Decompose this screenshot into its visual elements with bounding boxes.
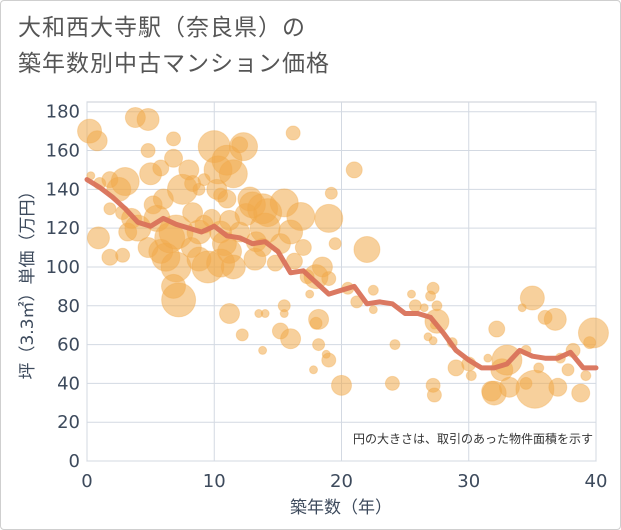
data-bubble	[368, 305, 378, 315]
y-tick-label: 20	[57, 412, 80, 433]
data-bubble	[280, 328, 302, 350]
data-bubble	[353, 235, 381, 263]
x-tick-label: 10	[203, 471, 226, 492]
data-bubble	[312, 338, 326, 352]
data-bubble	[192, 182, 206, 196]
data-bubble	[515, 369, 555, 409]
title-line-2: 築年数別中古マンション価格	[18, 51, 330, 77]
y-tick-label: 120	[46, 218, 80, 239]
data-bubble	[161, 282, 197, 318]
data-bubble	[115, 247, 131, 263]
data-bubble	[305, 289, 315, 299]
data-bubble	[425, 290, 437, 302]
data-bubble	[254, 309, 264, 319]
x-tick-label: 30	[457, 471, 480, 492]
data-bubble	[384, 375, 400, 391]
data-bubble	[483, 353, 493, 363]
data-bubble	[321, 352, 337, 368]
trend-line	[84, 177, 599, 371]
y-tick-label: 160	[46, 141, 80, 162]
data-bubble	[136, 107, 160, 131]
data-bubble	[519, 285, 545, 311]
data-bubble	[152, 159, 170, 177]
data-bubble	[166, 131, 182, 147]
data-bubble	[140, 143, 156, 159]
y-tick-label: 0	[69, 451, 80, 472]
data-bubble	[309, 365, 319, 375]
data-bubble	[571, 383, 591, 403]
y-tick-label: 180	[46, 102, 80, 123]
y-tick-label: 140	[46, 179, 80, 200]
title-line-1: 大和西大寺駅（奈良県）の	[18, 15, 306, 41]
data-bubble	[389, 339, 401, 351]
data-bubble	[164, 148, 184, 168]
data-bubble	[331, 374, 352, 396]
data-bubble	[235, 328, 249, 342]
bubbles	[77, 107, 609, 409]
y-tick-label: 40	[57, 373, 80, 394]
y-axis-label: 坪（3.3㎡）単価（万円）	[18, 182, 38, 379]
data-bubble	[419, 303, 429, 313]
data-bubble	[426, 387, 442, 403]
data-bubble	[258, 345, 268, 355]
data-bubble	[548, 377, 568, 397]
data-bubble	[328, 237, 342, 251]
x-tick-label: 20	[330, 471, 353, 492]
x-axis-label: 築年数（年）	[290, 498, 392, 518]
data-bubble	[428, 336, 438, 346]
data-bubble	[406, 289, 416, 299]
data-bubble	[533, 362, 545, 374]
data-bubble	[217, 189, 237, 209]
data-bubble	[294, 239, 312, 257]
trend-line-group	[84, 177, 599, 371]
data-bubble	[286, 201, 316, 231]
data-bubble	[324, 186, 338, 200]
size-note: 円の大きさは、取引のあった物件面積を示す	[353, 431, 593, 446]
y-tick-label: 80	[57, 296, 80, 317]
data-bubble	[220, 254, 246, 280]
chart-title: 大和西大寺駅（奈良県）の 築年数別中古マンション価格	[18, 10, 330, 82]
y-tick-label: 60	[57, 335, 80, 356]
data-bubble	[543, 307, 567, 331]
data-bubble	[465, 370, 477, 382]
data-bubble	[279, 309, 289, 319]
data-bubble	[86, 130, 108, 152]
data-bubble	[219, 303, 241, 325]
data-bubble	[110, 167, 140, 197]
data-bubble	[561, 363, 575, 377]
data-bubble	[229, 132, 259, 162]
data-bubble	[314, 203, 344, 233]
data-bubble	[285, 125, 301, 141]
x-tick-label: 40	[585, 471, 608, 492]
data-bubble	[577, 317, 609, 349]
data-bubble	[580, 370, 592, 382]
data-bubble	[408, 299, 422, 313]
data-bubble	[86, 226, 110, 250]
data-bubble	[345, 161, 363, 179]
data-bubble	[321, 271, 337, 287]
x-tick-label: 0	[81, 471, 92, 492]
data-bubble	[103, 202, 117, 216]
y-tick-label: 100	[46, 257, 80, 278]
data-bubble	[218, 159, 248, 189]
ticks: 0 20 40 60 80 100 120 140 160 180 0 10 20 30 40	[46, 102, 608, 492]
data-bubble	[488, 320, 506, 338]
data-bubble	[309, 316, 323, 330]
data-bubble	[367, 284, 379, 296]
